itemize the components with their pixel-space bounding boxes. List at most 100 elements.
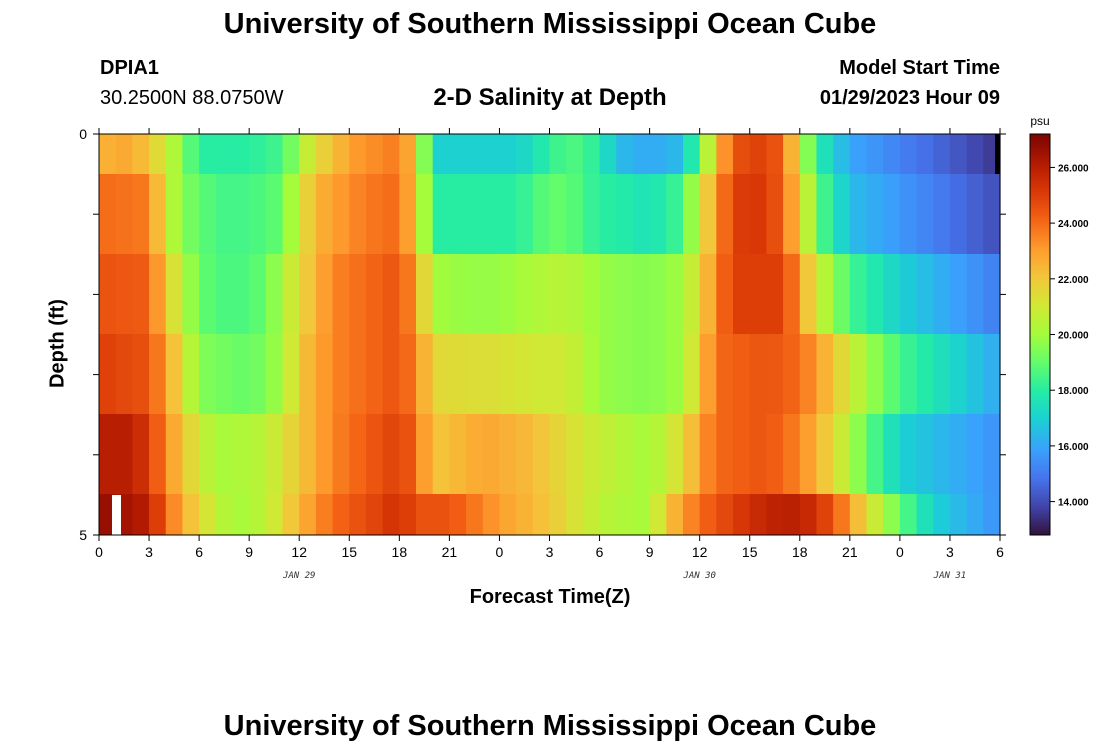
- x-tick-label: 9: [646, 544, 654, 560]
- heatmap-cell: [349, 494, 367, 535]
- heatmap-cell: [232, 334, 250, 414]
- heatmap-cell: [332, 334, 350, 414]
- heatmap-cell: [115, 254, 133, 334]
- y-axis-ticks: 05: [79, 126, 1006, 543]
- heatmap-cell: [416, 134, 434, 174]
- heatmap-cell: [783, 254, 801, 334]
- salinity-heatmap-chart: 0 3 6 9 12 15 18 21 0 3 6 9 12 15 18 21 0 3 6 05 JAN 29 JAN…: [79, 114, 1089, 581]
- heatmap-cell: [299, 334, 317, 414]
- heatmap-cell: [966, 134, 984, 174]
- heatmap-cell: [783, 334, 801, 414]
- heatmap-cell: [449, 494, 467, 535]
- heatmap-cell: [232, 134, 250, 174]
- heatmap-cell: [799, 494, 818, 535]
- heatmap-cell: [833, 174, 851, 254]
- heatmap-cell: [349, 134, 367, 174]
- x-axis-label: Forecast Time(Z): [469, 586, 631, 608]
- heatmap-cell: [382, 134, 400, 174]
- heatmap-cell: [165, 134, 184, 174]
- heatmap-cell: [666, 494, 684, 535]
- heatmap-cell: [299, 254, 317, 334]
- heatmap-cell: [365, 334, 384, 414]
- heatmap-cell: [766, 254, 784, 334]
- heatmap-cell: [182, 414, 200, 494]
- heatmap-cell: [816, 494, 834, 535]
- heatmap-cell: [933, 134, 951, 174]
- x-tick-label: 21: [442, 544, 458, 560]
- heatmap-cell: [966, 414, 984, 494]
- heatmap-cell: [899, 174, 918, 254]
- heatmap-cell: [199, 174, 217, 254]
- heatmap-cell: [616, 134, 634, 174]
- heatmap-cell: [916, 494, 934, 535]
- y-tick-label: 5: [79, 527, 87, 543]
- heatmap-cell: [766, 174, 784, 254]
- heatmap-cell: [365, 174, 384, 254]
- heatmap-cell: [332, 174, 350, 254]
- heatmap-cell: [616, 254, 634, 334]
- heatmap-cell: [699, 254, 717, 334]
- heatmap-cell: [799, 254, 818, 334]
- x-tick-label: 0: [95, 544, 103, 560]
- y-tick-label: 0: [79, 126, 87, 142]
- heatmap-cell: [549, 254, 567, 334]
- heatmap-cell: [215, 334, 234, 414]
- x-tick-label: 18: [392, 544, 408, 560]
- heatmap-cell: [749, 174, 768, 254]
- heatmap-cell: [582, 134, 601, 174]
- heatmap-cell: [99, 494, 117, 535]
- x-tick-label: 0: [896, 544, 904, 560]
- heatmap-cell: [716, 334, 734, 414]
- heatmap-cell: [549, 494, 567, 535]
- heatmap-cell: [816, 334, 834, 414]
- heatmap-cell: [516, 334, 534, 414]
- heatmap-cell: [699, 414, 717, 494]
- heatmap-cell: [449, 174, 467, 254]
- heatmap-cell: [349, 174, 367, 254]
- heatmap-cell: [365, 134, 384, 174]
- heatmap-cell: [899, 494, 918, 535]
- heatmap-cell: [466, 414, 484, 494]
- heatmap-cell: [983, 414, 1001, 494]
- heatmap-cell: [466, 174, 484, 254]
- heatmap-cell: [299, 134, 317, 174]
- heatmap-cell: [399, 134, 417, 174]
- heatmap-cell: [516, 254, 534, 334]
- heatmap-cell: [149, 134, 167, 174]
- heatmap-cell: [99, 174, 117, 254]
- heatmap-cell: [499, 254, 517, 334]
- heatmap-cell: [349, 334, 367, 414]
- heatmap-cell: [899, 334, 918, 414]
- heatmap-cell: [833, 134, 851, 174]
- heatmap-cell: [499, 494, 517, 535]
- heatmap-cell: [499, 174, 517, 254]
- heatmap-cell: [883, 254, 901, 334]
- colorbar-tick-label: 24.000: [1058, 219, 1089, 230]
- station-id: DPIA1: [100, 57, 159, 79]
- heatmap-cell: [299, 414, 317, 494]
- heatmap-cell: [699, 334, 717, 414]
- heatmap-cell: [382, 174, 400, 254]
- heatmap-cell: [649, 334, 667, 414]
- heatmap-cells: [99, 134, 1001, 535]
- x-tick-label: 3: [145, 544, 153, 560]
- heatmap-cell: [733, 134, 751, 174]
- heatmap-cell: [599, 254, 617, 334]
- heatmap-cell: [616, 494, 634, 535]
- heatmap-cell: [249, 174, 267, 254]
- heatmap-cell: [215, 174, 234, 254]
- heatmap-cell: [132, 414, 150, 494]
- footer-title: University of Southern Mississippi Ocean…: [223, 710, 877, 742]
- heatmap-cell: [165, 334, 184, 414]
- heatmap-cell: [115, 334, 133, 414]
- heatmap-cell: [666, 134, 684, 174]
- heatmap-cell: [449, 254, 467, 334]
- heatmap-cell: [566, 494, 584, 535]
- heatmap-cell: [199, 254, 217, 334]
- heatmap-cell: [616, 174, 634, 254]
- heatmap-cell: [315, 334, 334, 414]
- heatmap-cell: [883, 334, 901, 414]
- heatmap-cell: [632, 174, 651, 254]
- heatmap-cell: [549, 414, 567, 494]
- heatmap-cell: [349, 254, 367, 334]
